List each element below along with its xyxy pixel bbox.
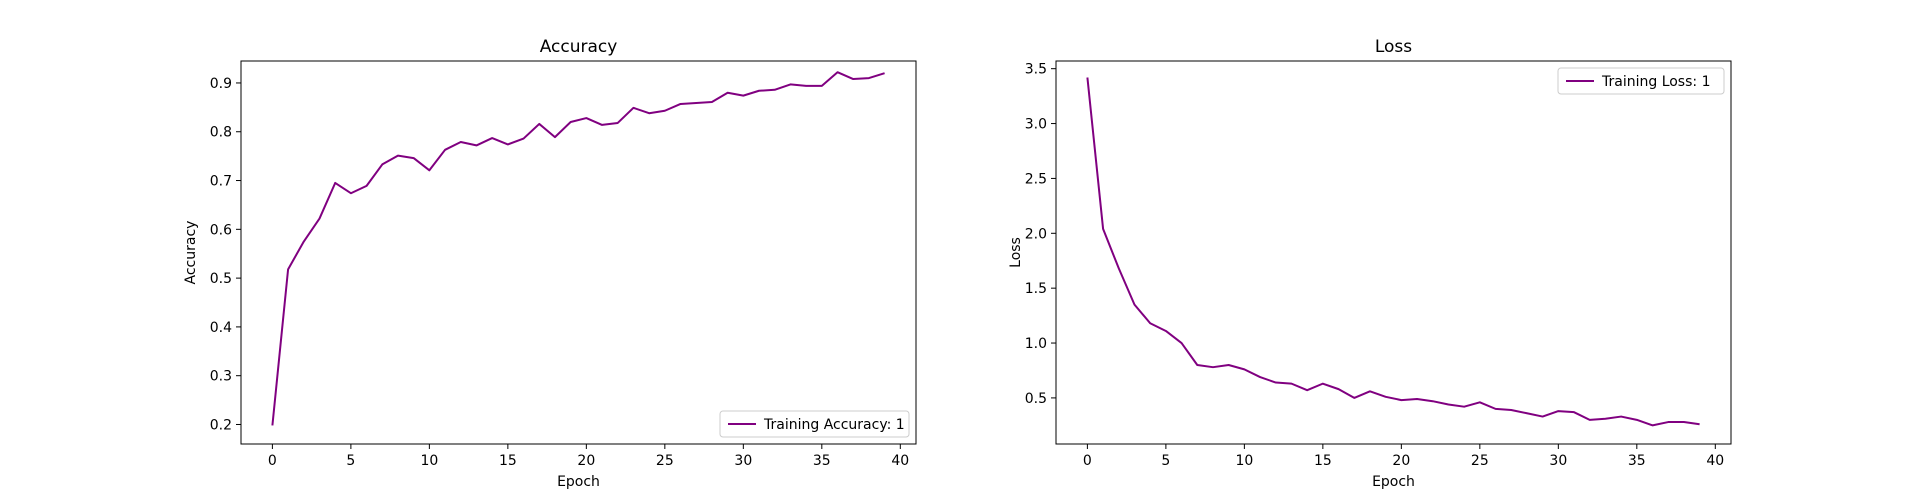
chart-1-plot-frame	[240, 60, 917, 445]
chart-1-legend-label: Training Accuracy: 1	[763, 417, 905, 433]
chart-2-legend: Training Loss: 1	[1557, 67, 1725, 95]
chart-2-x-tick-label: 15	[1314, 453, 1332, 469]
chart-2-plot-frame	[1055, 60, 1732, 445]
chart-1-x-tick-label: 25	[656, 453, 674, 469]
chart-2-x-tick-label: 30	[1549, 453, 1567, 469]
chart-2-y-tick-label: 2.0	[1025, 226, 1047, 242]
chart-1-x-tick-label: 0	[268, 453, 277, 469]
chart-1-x-tick-label: 10	[420, 453, 438, 469]
chart-1-x-tick-label: 5	[346, 453, 355, 469]
chart-2-x-tick-label: 0	[1083, 453, 1092, 469]
chart-1-x-tick-label: 20	[577, 453, 595, 469]
chart-2-x-axis-label: Epoch	[1372, 474, 1415, 490]
chart-1-y-tick-label: 0.2	[210, 417, 232, 433]
chart-2: Loss 0 5 10 15 20 25 30 35 40 0.5 1.0 1.5 2.0 2.5 3.0 3.…	[1008, 37, 1732, 490]
chart-1-y-tick-label: 0.6	[210, 222, 232, 238]
chart-2-y-tick-label: 1.0	[1025, 336, 1047, 352]
chart-1-y-tick-label: 0.9	[210, 76, 232, 92]
chart-2-y-tick-label: 3.0	[1025, 117, 1047, 133]
chart-1-y-tick-label: 0.3	[210, 369, 232, 385]
chart-2-title: Loss	[1375, 37, 1412, 57]
chart-2-x-tick-label: 40	[1706, 453, 1724, 469]
chart-1-y-tick-label: 0.5	[210, 271, 232, 287]
chart-2-series-line	[1086, 77, 1700, 427]
chart-1-y-tick-label: 0.4	[210, 320, 232, 336]
chart-2-x-tick-label: 35	[1628, 453, 1646, 469]
chart-1-x-tick-label: 30	[734, 453, 752, 469]
chart-1-series-line	[271, 71, 885, 426]
chart-2-x-tick-label: 20	[1392, 453, 1410, 469]
chart-1-x-tick-label: 40	[891, 453, 909, 469]
chart-1-y-axis-label: Accuracy	[183, 221, 199, 285]
chart-1-x-axis-label: Epoch	[557, 474, 600, 490]
chart-1-y-tick-label: 0.8	[210, 125, 232, 141]
chart-1-x-tick-label: 35	[813, 453, 831, 469]
chart-1-title: Accuracy	[540, 37, 618, 57]
chart-2-x-tick-label: 5	[1161, 453, 1170, 469]
chart-2-y-tick-label: 3.5	[1025, 62, 1047, 78]
chart-1-x-tick-label: 15	[499, 453, 517, 469]
chart-2-legend-box	[1557, 67, 1725, 95]
chart-2-x-tick-label: 25	[1471, 453, 1489, 469]
chart-1: Accuracy 0 5 10 15 20 25 30 35 40 0.2 0.3 0.4 0.5 0.6 0…	[183, 37, 917, 490]
chart-2-y-tick-label: 0.5	[1025, 391, 1047, 407]
chart-2-x-tick-label: 10	[1235, 453, 1253, 469]
chart-2-y-tick-label: 2.5	[1025, 171, 1047, 187]
chart-2-legend-label: Training Loss: 1	[1601, 74, 1710, 90]
chart-2-y-axis-label: Loss	[1008, 237, 1024, 268]
chart-1-legend-box	[719, 410, 910, 438]
chart-1-legend: Training Accuracy: 1	[719, 410, 910, 438]
chart-1-y-tick-label: 0.7	[210, 174, 232, 190]
chart-2-y-tick-label: 1.5	[1025, 281, 1047, 297]
